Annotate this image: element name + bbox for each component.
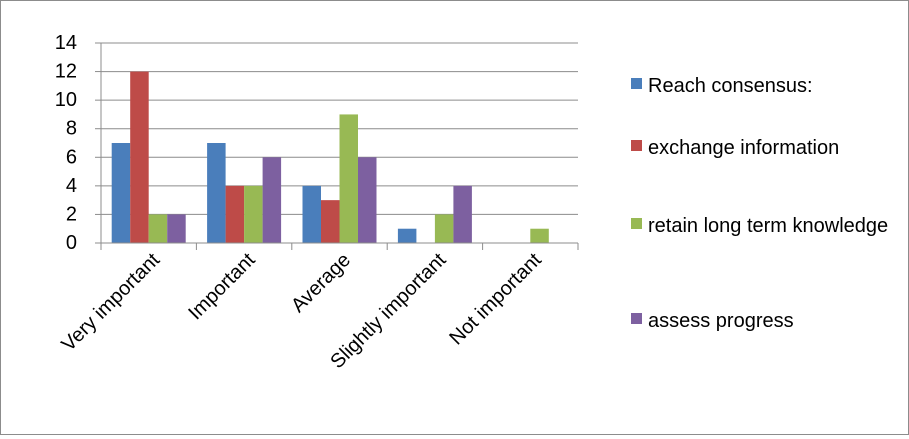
bar-assess-progress-important (262, 157, 282, 243)
legend-swatch (631, 313, 642, 324)
legend-item: Reach consensus: (631, 71, 898, 101)
bar-retain-long-term-knowledge-slightly-important (434, 214, 454, 243)
y-tick-label: 4 (66, 175, 77, 197)
y-tick-label: 8 (66, 118, 77, 140)
bar-retain-long-term-knowledge-average (339, 114, 358, 243)
legend-swatch (631, 78, 642, 89)
bars (111, 71, 549, 243)
legend-swatch (631, 140, 642, 151)
bar-exchange-information-average (321, 200, 340, 243)
y-tick-label: 2 (66, 203, 77, 225)
bar-assess-progress-slightly-important (453, 185, 472, 243)
bar-exchange-information-very-important (130, 71, 149, 243)
legend-label: exchange information (648, 137, 840, 159)
bar-retain-long-term-knowledge-very-important (148, 214, 168, 243)
axes (100, 43, 578, 244)
y-tick-label: 0 (66, 232, 77, 254)
y-tick-label: 12 (55, 61, 77, 83)
x-tick-label: Very important (57, 249, 164, 356)
y-tick-label: 14 (55, 32, 77, 54)
y-tick-labels: 0 2 4 6 8 10 12 14 (55, 32, 101, 254)
y-tick-label: 10 (55, 89, 77, 111)
bar-reach-consensus-slightly-important (397, 228, 417, 243)
bar-retain-long-term-knowledge-important (244, 185, 263, 243)
bar-reach-consensus-important (207, 143, 226, 243)
legend-label: assess progress (648, 310, 794, 332)
legend-item: retain long term knowledge (631, 211, 898, 241)
x-tick-label: Important (184, 249, 260, 325)
legend-label: retain long term knowledge (648, 215, 889, 237)
bar-exchange-information-important (225, 185, 245, 243)
y-tick-label: 6 (66, 146, 77, 168)
x-tick-label: Not important (445, 249, 546, 350)
x-tick-label: Average (287, 249, 355, 317)
legend-item: exchange information (631, 133, 898, 163)
bar-reach-consensus-average (302, 185, 321, 243)
legend-item: assess progress (631, 306, 898, 336)
bar-assess-progress-very-important (167, 214, 186, 243)
bar-assess-progress-average (358, 157, 377, 243)
legend-swatch (631, 218, 642, 229)
bar-reach-consensus-very-important (111, 143, 131, 243)
bar-retain-long-term-knowledge-not-important (530, 228, 549, 243)
legend-label: Reach consensus: (648, 75, 813, 97)
